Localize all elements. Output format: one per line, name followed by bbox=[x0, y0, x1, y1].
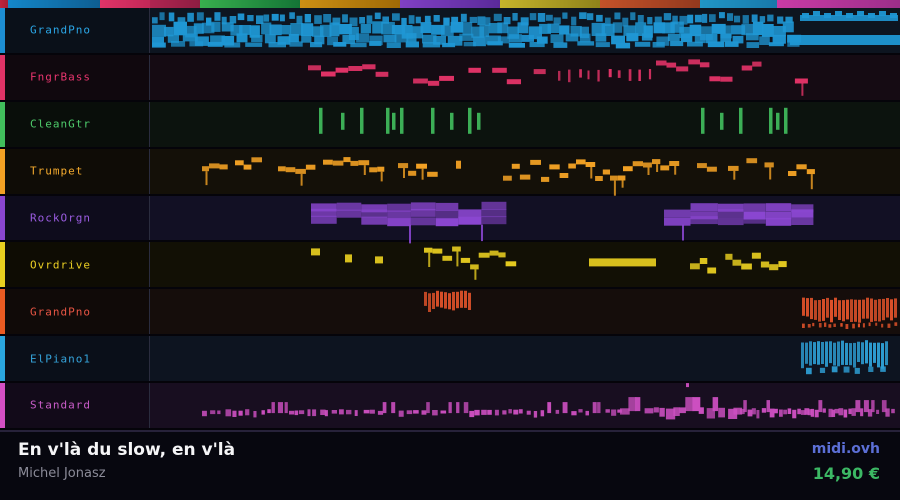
track-sidebar-cell[interactable]: RockOrgn bbox=[0, 195, 150, 241]
song-title: En v'là du slow, en v'là bbox=[18, 440, 236, 460]
track-color-chip bbox=[0, 8, 5, 53]
track-color-chip bbox=[0, 101, 5, 147]
track-label: RockOrgn bbox=[30, 211, 91, 225]
track-row-elpiano1-7[interactable]: ElPiano1 bbox=[0, 336, 900, 383]
color-segment bbox=[150, 0, 200, 8]
track-label: Trumpet bbox=[30, 164, 84, 178]
track-sidebar-cell[interactable]: GrandPno bbox=[0, 289, 150, 335]
site-link[interactable]: midi.ovh bbox=[811, 441, 880, 457]
track-sidebar-cell[interactable]: Trumpet bbox=[0, 148, 150, 194]
color-segment bbox=[0, 0, 8, 8]
color-segment bbox=[300, 0, 400, 8]
track-label: Standard bbox=[30, 398, 91, 412]
color-segment bbox=[500, 0, 600, 8]
color-segment bbox=[777, 0, 900, 8]
track-color-chip bbox=[0, 54, 5, 100]
piano-roll-notes bbox=[152, 11, 900, 420]
track-sidebar-cell[interactable]: Ovrdrive bbox=[0, 242, 150, 288]
track-color-chip bbox=[0, 242, 5, 288]
color-segment bbox=[400, 0, 500, 8]
track-row-ovrdrive-5[interactable]: Ovrdrive bbox=[0, 242, 900, 290]
track-row-trumpet-3[interactable]: Trumpet bbox=[0, 148, 900, 196]
piano-roll-board: GrandPno FngrBass CleanGtr Trumpet RockOrgn O… bbox=[0, 8, 900, 430]
color-segment bbox=[600, 0, 700, 8]
track-sidebar-cell[interactable]: Standard bbox=[0, 383, 150, 428]
color-segment bbox=[8, 0, 100, 8]
track-color-chip bbox=[0, 383, 5, 428]
track-label: GrandPno bbox=[30, 305, 91, 319]
track-sidebar-cell[interactable]: CleanGtr bbox=[0, 101, 150, 147]
track-sidebar-cell[interactable]: GrandPno bbox=[0, 8, 150, 53]
track-label: Ovrdrive bbox=[30, 258, 91, 272]
track-label: GrandPno bbox=[30, 23, 91, 37]
track-label: ElPiano1 bbox=[30, 352, 91, 366]
track-label: FngrBass bbox=[30, 70, 91, 84]
price-label: 14,90 € bbox=[812, 464, 880, 483]
track-color-chip bbox=[0, 336, 5, 381]
color-segment bbox=[700, 0, 777, 8]
song-artist: Michel Jonasz bbox=[18, 466, 106, 481]
top-color-strip bbox=[0, 0, 900, 8]
color-segment bbox=[200, 0, 300, 8]
footer: En v'là du slow, en v'là Michel Jonasz m… bbox=[0, 430, 900, 500]
track-label: CleanGtr bbox=[30, 117, 91, 131]
track-sidebar-cell[interactable]: ElPiano1 bbox=[0, 336, 150, 381]
track-sidebar-cell[interactable]: FngrBass bbox=[0, 54, 150, 100]
track-color-chip bbox=[0, 148, 5, 194]
color-segment bbox=[100, 0, 150, 8]
track-color-chip bbox=[0, 289, 5, 335]
track-color-chip bbox=[0, 195, 5, 241]
